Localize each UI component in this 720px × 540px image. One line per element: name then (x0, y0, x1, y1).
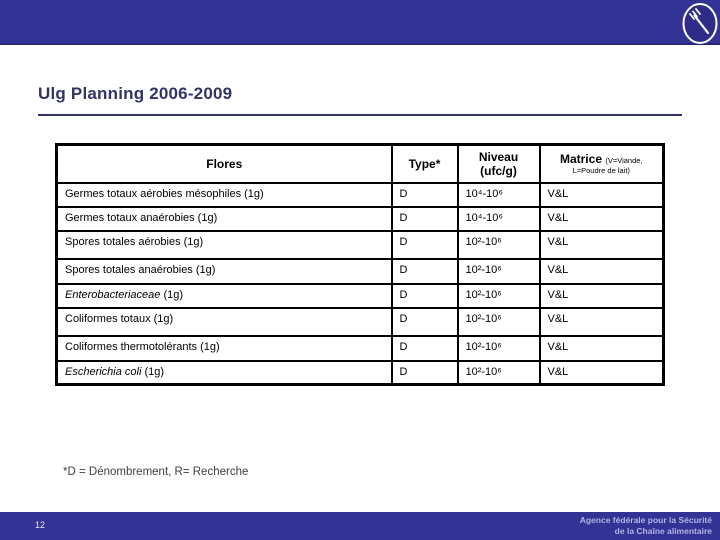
header-type: Type* (390, 143, 459, 184)
table-row: Escherichia coli (1g) D 10²-10⁶ V&L (55, 359, 665, 386)
cell-niveau: 10²-10⁶ (456, 306, 541, 337)
cell-flores: Spores totales anaérobies (1g) (55, 257, 393, 285)
cell-matrice: V&L (538, 181, 665, 208)
cell-niveau: 10⁴-10⁶ (456, 205, 541, 232)
cell-matrice: V&L (538, 257, 665, 285)
cell-type: D (390, 229, 459, 260)
cell-matrice: V&L (538, 282, 665, 309)
cell-flores: Germes totaux anaérobies (1g) (55, 205, 393, 232)
page-number: 12 (35, 520, 46, 530)
table-row: Germes totaux anaérobies (1g) D 10⁴-10⁶ … (55, 205, 665, 232)
table-row: Coliformes thermotolérants (1g) D 10²-10… (55, 334, 665, 362)
cell-flores: Germes totaux aérobies mésophiles (1g) (55, 181, 393, 208)
species-suffix: (1g) (141, 365, 165, 378)
table-header-row: Flores Type* Niveau (ufc/g) Matrice (V=V… (55, 143, 665, 184)
cell-flores: Enterobacteriaceae (1g) (55, 282, 393, 309)
cell-matrice: V&L (538, 306, 665, 337)
footer-agency-name: Agence fédérale pour la Sécurité de la C… (580, 515, 712, 537)
species-suffix: (1g) (160, 288, 184, 301)
table-row: Spores totales anaérobies (1g) D 10²-10⁶… (55, 257, 665, 285)
header-matrice: Matrice (V=Viande, L=Poudre de lait) (538, 143, 665, 184)
table-row: Coliformes totaux (1g) D 10²-10⁶ V&L (55, 306, 665, 337)
cell-flores: Coliformes totaux (1g) (55, 306, 393, 337)
cell-niveau: 10⁴-10⁶ (456, 181, 541, 208)
species-name: Escherichia coli (65, 365, 142, 378)
table-row: Spores totales aérobies (1g) D 10²-10⁶ V… (55, 229, 665, 260)
cell-type: D (390, 306, 459, 337)
title-underline (38, 114, 682, 116)
table-row: Germes totaux aérobies mésophiles (1g) D… (55, 181, 665, 208)
cell-matrice: V&L (538, 359, 665, 386)
flora-table: Flores Type* Niveau (ufc/g) Matrice (V=V… (55, 143, 665, 386)
cell-matrice: V&L (538, 334, 665, 362)
cell-type: D (390, 282, 459, 309)
cell-matrice: V&L (538, 229, 665, 260)
fork-icon (682, 3, 718, 44)
page-title: Ulg Planning 2006-2009 (38, 84, 233, 103)
top-bar (0, 0, 720, 45)
table-row: Enterobacteriaceae (1g) D 10²-10⁶ V&L (55, 282, 665, 309)
cell-niveau: 10²-10⁶ (456, 359, 541, 386)
cell-flores: Escherichia coli (1g) (55, 359, 393, 386)
cell-niveau: 10²-10⁶ (456, 257, 541, 285)
cell-niveau: 10²-10⁶ (456, 334, 541, 362)
cell-type: D (390, 334, 459, 362)
footer-agency-line1: Agence fédérale pour la Sécurité (579, 515, 712, 525)
species-name: Enterobacteriaceae (65, 288, 161, 301)
footnote: *D = Dénombrement, R= Recherche (63, 466, 249, 478)
cell-niveau: 10²-10⁶ (456, 229, 541, 260)
cell-type: D (390, 257, 459, 285)
cell-type: D (390, 205, 459, 232)
header-flores: Flores (55, 143, 393, 184)
cell-flores: Coliformes thermotolérants (1g) (55, 334, 393, 362)
cell-type: D (390, 359, 459, 386)
footer-agency-line2: de la Chaîne alimentaire (614, 526, 712, 537)
cell-matrice: V&L (538, 205, 665, 232)
bottom-bar: 12 Agence fédérale pour la Sécurité de l… (0, 512, 720, 540)
header-niveau: Niveau (ufc/g) (456, 143, 541, 184)
cell-flores: Spores totales aérobies (1g) (55, 229, 393, 260)
cell-niveau: 10²-10⁶ (456, 282, 541, 309)
cell-type: D (390, 181, 459, 208)
